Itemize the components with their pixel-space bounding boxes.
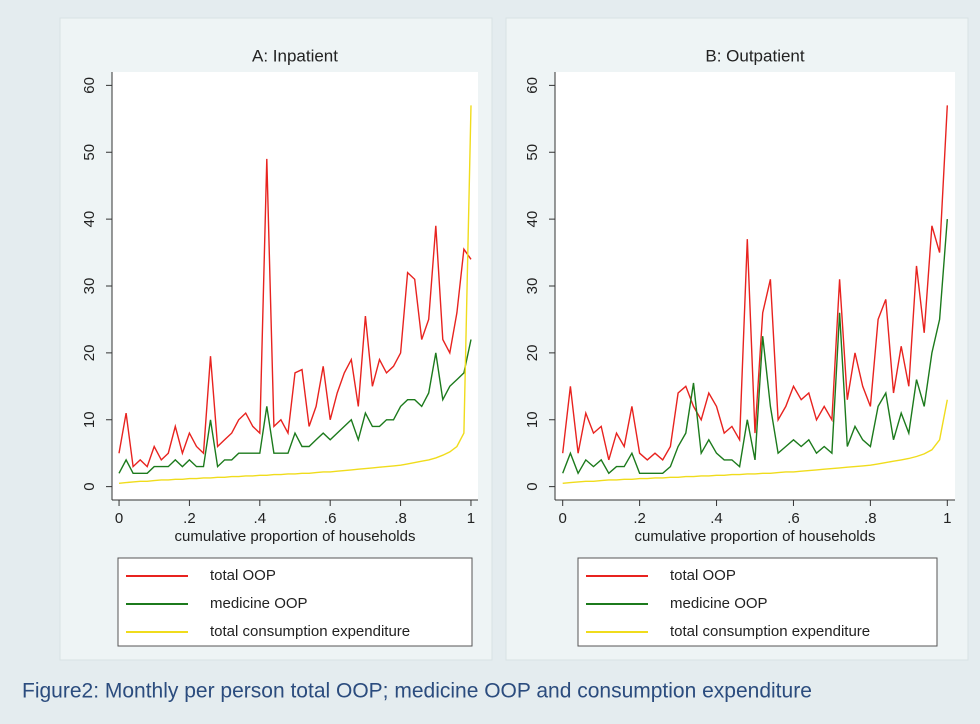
x-tick-label: 0 — [559, 510, 567, 527]
x-tick-label: .8 — [394, 510, 407, 527]
x-tick-label: .2 — [633, 510, 646, 527]
x-tick-label: .4 — [710, 510, 723, 527]
x-tick-label: .8 — [864, 510, 877, 527]
y-tick-label: 10 — [81, 411, 98, 428]
x-axis-label: cumulative proportion of households — [635, 528, 876, 545]
caption: Figure2: Monthly per person total OOP; m… — [22, 680, 812, 703]
y-tick-label: 20 — [81, 345, 98, 362]
chart-title: B: Outpatient — [705, 46, 805, 65]
series-line — [118, 158, 472, 469]
x-tick-label: 1 — [943, 510, 951, 527]
y-tick-label: 60 — [81, 77, 98, 94]
legend-label: total OOP — [210, 567, 276, 584]
legend-label: medicine OOP — [210, 595, 308, 612]
chart-title: A: Inpatient — [252, 46, 338, 65]
x-axis-label: cumulative proportion of households — [175, 528, 416, 545]
x-tick-label: 0 — [115, 510, 123, 527]
legend-label: medicine OOP — [670, 595, 768, 612]
x-tick-label: .6 — [324, 510, 337, 527]
x-tick-label: .2 — [183, 510, 196, 527]
y-tick-label: 30 — [524, 278, 541, 295]
legend-label: total consumption expenditure — [210, 623, 410, 640]
y-tick-label: 20 — [524, 345, 541, 362]
y-tick-label: 50 — [524, 144, 541, 161]
y-tick-label: 10 — [524, 411, 541, 428]
y-tick-label: 50 — [81, 144, 98, 161]
series-line — [562, 105, 948, 461]
y-tick-label: 60 — [524, 77, 541, 94]
y-tick-label: 40 — [524, 211, 541, 228]
x-tick-label: .6 — [787, 510, 800, 527]
x-tick-label: .4 — [254, 510, 267, 527]
series-line — [562, 219, 948, 475]
y-tick-label: 30 — [81, 278, 98, 295]
series-line — [562, 399, 948, 484]
series-line — [118, 339, 472, 474]
x-tick-label: 1 — [467, 510, 475, 527]
legend-label: total OOP — [670, 567, 736, 584]
legend-label: total consumption expenditure — [670, 623, 870, 640]
y-tick-label: 40 — [81, 211, 98, 228]
y-tick-label: 0 — [81, 482, 98, 490]
y-tick-label: 0 — [524, 482, 541, 490]
plot-area — [112, 72, 478, 500]
series-line — [118, 105, 472, 484]
